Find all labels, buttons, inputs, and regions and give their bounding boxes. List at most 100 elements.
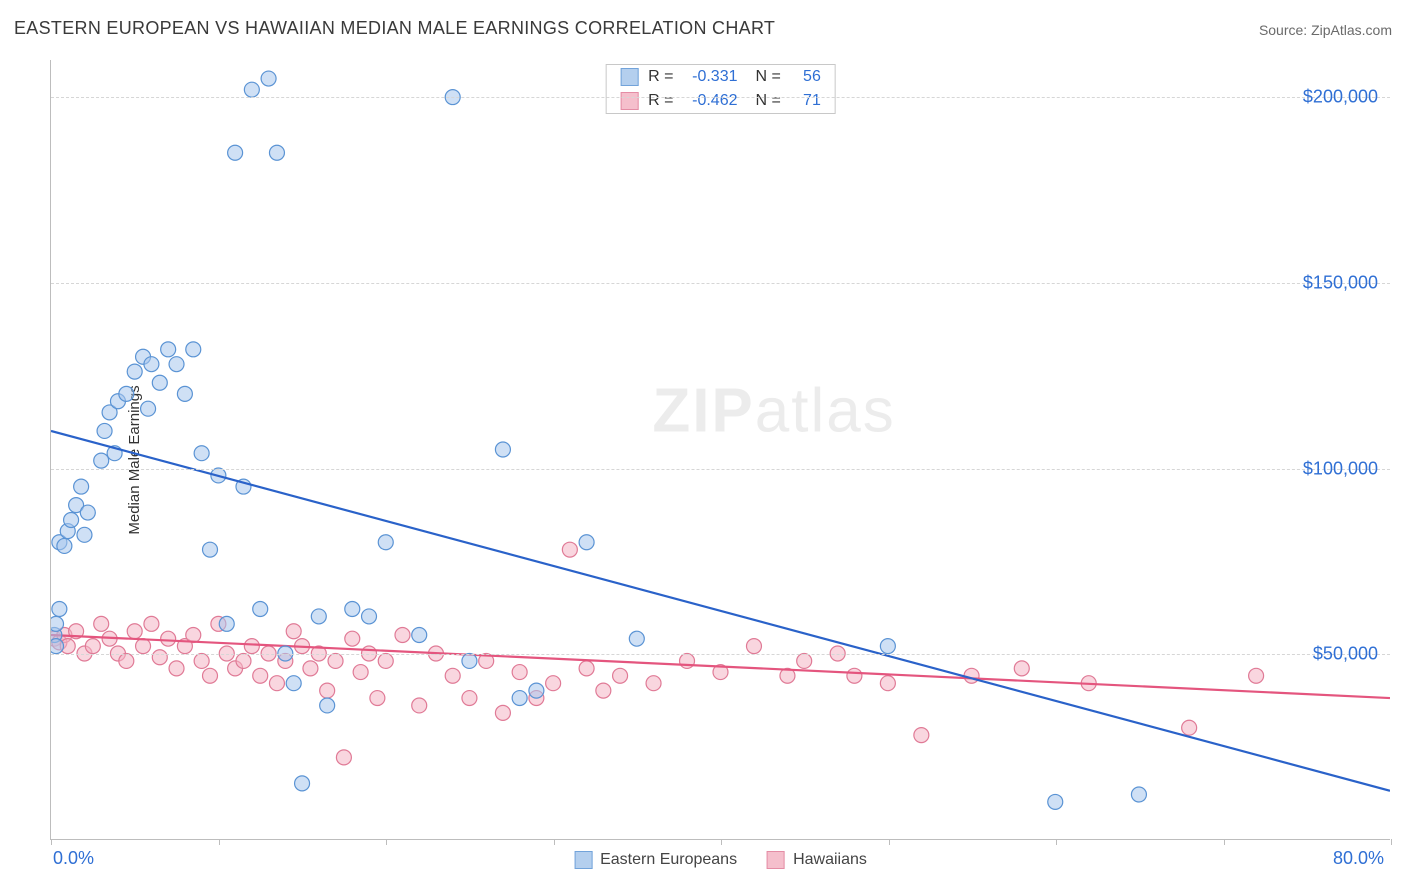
scatter-point <box>646 676 661 691</box>
source-label: Source: ZipAtlas.com <box>1259 22 1392 38</box>
x-tick <box>889 839 890 845</box>
scatter-point <box>529 683 544 698</box>
scatter-point <box>219 616 234 631</box>
scatter-point <box>186 627 201 642</box>
scatter-point <box>141 401 156 416</box>
legend-series: Eastern Europeans Hawaiians <box>574 851 867 869</box>
scatter-svg <box>51 60 1390 839</box>
scatter-point <box>797 653 812 668</box>
scatter-point <box>94 616 109 631</box>
legend-correlation-row: R =-0.331N =56 <box>606 65 835 89</box>
scatter-point <box>286 676 301 691</box>
legend-n-value: 71 <box>791 92 821 110</box>
scatter-point <box>253 668 268 683</box>
legend-r-label: R = <box>648 68 673 86</box>
scatter-point <box>462 653 477 668</box>
scatter-point <box>97 423 112 438</box>
scatter-point <box>161 631 176 646</box>
y-tick-label: $50,000 <box>1313 644 1378 665</box>
y-tick-label: $100,000 <box>1303 458 1378 479</box>
scatter-point <box>613 668 628 683</box>
scatter-point <box>85 639 100 654</box>
legend-correlation-row: R =-0.462N =71 <box>606 89 835 113</box>
legend-series-item: Hawaiians <box>767 851 867 869</box>
scatter-point <box>286 624 301 639</box>
gridline <box>51 283 1390 284</box>
x-tick <box>386 839 387 845</box>
x-tick <box>1224 839 1225 845</box>
y-tick-label: $200,000 <box>1303 87 1378 108</box>
scatter-point <box>177 386 192 401</box>
legend-n-label: N = <box>756 92 781 110</box>
scatter-point <box>228 145 243 160</box>
scatter-point <box>847 668 862 683</box>
scatter-point <box>445 668 460 683</box>
scatter-point <box>596 683 611 698</box>
scatter-point <box>152 650 167 665</box>
scatter-point <box>57 538 72 553</box>
scatter-point <box>336 750 351 765</box>
scatter-point <box>746 639 761 654</box>
scatter-point <box>495 442 510 457</box>
scatter-point <box>579 661 594 676</box>
scatter-point <box>303 661 318 676</box>
scatter-point <box>880 676 895 691</box>
scatter-point <box>1131 787 1146 802</box>
scatter-point <box>236 653 251 668</box>
scatter-point <box>412 627 427 642</box>
legend-swatch <box>767 851 785 869</box>
scatter-point <box>412 698 427 713</box>
scatter-point <box>94 453 109 468</box>
legend-series-label: Hawaiians <box>793 851 867 869</box>
scatter-point <box>462 691 477 706</box>
scatter-point <box>579 535 594 550</box>
scatter-point <box>362 609 377 624</box>
scatter-point <box>203 668 218 683</box>
scatter-point <box>77 527 92 542</box>
x-tick <box>51 839 52 845</box>
x-tick <box>219 839 220 845</box>
scatter-point <box>495 705 510 720</box>
scatter-point <box>261 71 276 86</box>
scatter-point <box>562 542 577 557</box>
scatter-point <box>311 609 326 624</box>
y-tick-label: $150,000 <box>1303 272 1378 293</box>
scatter-point <box>169 357 184 372</box>
scatter-point <box>144 616 159 631</box>
trend-line <box>51 635 1390 698</box>
scatter-point <box>964 668 979 683</box>
x-tick <box>1056 839 1057 845</box>
scatter-point <box>629 631 644 646</box>
scatter-point <box>119 386 134 401</box>
legend-swatch <box>620 92 638 110</box>
scatter-point <box>127 364 142 379</box>
scatter-point <box>244 82 259 97</box>
scatter-point <box>512 691 527 706</box>
chart-title: EASTERN EUROPEAN VS HAWAIIAN MEDIAN MALE… <box>14 18 775 39</box>
legend-r-label: R = <box>648 92 673 110</box>
legend-series-label: Eastern Europeans <box>600 851 737 869</box>
scatter-point <box>546 676 561 691</box>
scatter-point <box>1014 661 1029 676</box>
scatter-point <box>320 683 335 698</box>
scatter-point <box>395 627 410 642</box>
scatter-point <box>52 602 67 617</box>
chart-container: Median Male Earnings ZIPatlas R =-0.331N… <box>50 60 1390 860</box>
scatter-point <box>353 665 368 680</box>
scatter-point <box>186 342 201 357</box>
scatter-point <box>269 676 284 691</box>
scatter-point <box>253 602 268 617</box>
x-tick <box>1391 839 1392 845</box>
gridline <box>51 97 1390 98</box>
scatter-point <box>378 535 393 550</box>
scatter-point <box>1182 720 1197 735</box>
scatter-point <box>244 639 259 654</box>
scatter-point <box>144 357 159 372</box>
x-tick <box>721 839 722 845</box>
scatter-point <box>80 505 95 520</box>
scatter-point <box>194 446 209 461</box>
scatter-point <box>51 639 64 654</box>
gridline <box>51 469 1390 470</box>
x-tick-label: 80.0% <box>1333 848 1384 869</box>
scatter-point <box>74 479 89 494</box>
